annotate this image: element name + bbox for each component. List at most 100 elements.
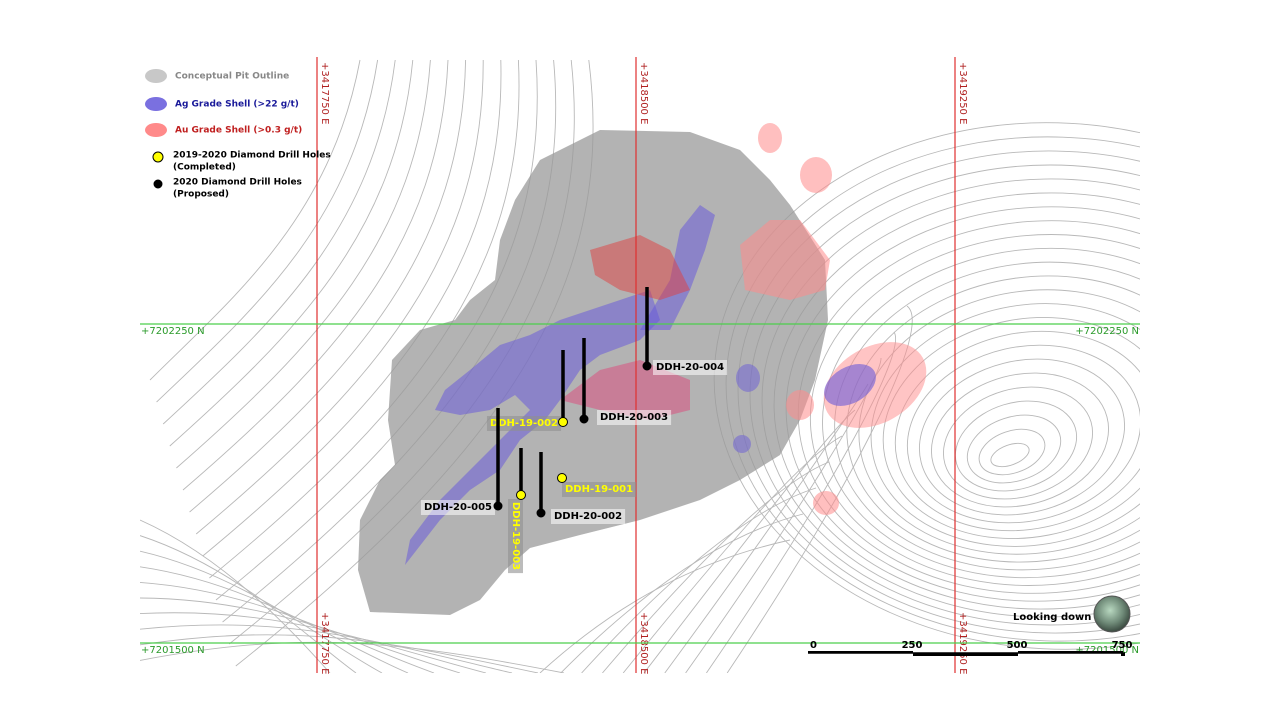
- legend-label: Conceptual Pit Outline: [175, 72, 289, 82]
- contour-line: [882, 316, 1140, 540]
- scale-label: 250: [902, 640, 923, 651]
- easting-label: +3417750 E: [319, 62, 330, 124]
- legend-label: Au Grade Shell (>0.3 g/t): [175, 126, 302, 136]
- contour-line: [990, 442, 1030, 468]
- drill-holes: DDH-20-004 DDH-20-003 DDH-19-002 DDH-19-001…: [420, 287, 728, 574]
- contour-line: [622, 435, 843, 673]
- scale-label: 0: [810, 640, 817, 651]
- legend-label: (Proposed): [173, 190, 229, 200]
- contour-line: [182, 59, 449, 491]
- contour-line: [176, 59, 431, 469]
- drill-collar: [579, 414, 589, 424]
- pit-outline: [358, 130, 828, 615]
- au-shell: [813, 491, 839, 515]
- label-background: [486, 416, 562, 431]
- contour-line: [140, 597, 461, 673]
- scale-segment: [808, 651, 913, 653]
- drill-label: DDH-20-003: [600, 412, 668, 423]
- northing-label: +7201500 N: [1075, 645, 1139, 656]
- view-label: Looking down: [1013, 612, 1091, 623]
- legend-swatch: [145, 97, 167, 111]
- contour-line: [140, 634, 539, 673]
- contour-line: [822, 247, 1140, 579]
- contour-line: [195, 59, 484, 535]
- contour-line: [140, 612, 487, 673]
- drill-collar: [642, 361, 652, 371]
- contour-line: [726, 305, 913, 673]
- contour-line: [906, 344, 1140, 524]
- au-shell: [786, 390, 814, 420]
- ag-shell: [736, 364, 760, 392]
- contour-line: [140, 581, 435, 673]
- pit-shape: [358, 130, 828, 615]
- contour-line: [942, 386, 1094, 500]
- label-background: [420, 500, 496, 515]
- drill-collar: [558, 417, 568, 427]
- contour-line: [809, 234, 1140, 586]
- label-background: [562, 482, 637, 497]
- contour-line: [140, 624, 513, 673]
- contour-line: [149, 59, 361, 381]
- northing-label: +7201500 N: [141, 645, 205, 656]
- contour-line: [931, 372, 1109, 508]
- drill-label: DDH-19-003: [510, 502, 521, 570]
- label-background: [653, 360, 728, 375]
- contour-line: [834, 261, 1140, 571]
- drill-collar: [516, 490, 526, 500]
- label-background: [508, 499, 523, 574]
- scale-label: 750: [1112, 640, 1133, 651]
- legend-swatch: [145, 123, 167, 137]
- drill-label: DDH-20-005: [424, 502, 492, 513]
- contour-line: [954, 400, 1078, 492]
- ag-shell: [733, 435, 751, 453]
- contour-line: [140, 566, 409, 673]
- easting-label: +3418500 E: [638, 62, 649, 124]
- legend-swatch: [145, 69, 167, 83]
- contour-line: [846, 275, 1140, 563]
- contour-line: [202, 59, 502, 557]
- northing-label: +7202250 N: [141, 326, 205, 337]
- drill-label: DDH-20-004: [656, 362, 724, 373]
- legend-swatch: [152, 151, 164, 163]
- easting-label: +3419250 E: [957, 62, 968, 124]
- coordinate-grid: +3417750 E+3417750 E+3418500 E+3418500 E…: [140, 57, 1140, 674]
- legend: Conceptual Pit Outline Ag Grade Shell (>2…: [145, 69, 331, 200]
- contour-line: [918, 358, 1126, 516]
- contour-line: [539, 539, 791, 673]
- au-shell: [590, 235, 690, 300]
- contour-line: [737, 150, 1140, 634]
- contour-line: [978, 428, 1046, 476]
- drill-collar: [557, 473, 567, 483]
- legend-label: Ag Grade Shell (>22 g/t): [175, 100, 299, 110]
- contour-line: [858, 289, 1140, 555]
- view-indicator: Looking down: [1013, 595, 1131, 633]
- contour-line: [189, 59, 467, 513]
- legend-swatch: [153, 179, 163, 189]
- northing-label: +7202250 N: [1075, 326, 1139, 337]
- scale-segment: [1121, 653, 1125, 656]
- ag-shell: [824, 364, 876, 406]
- scale-segment: [1018, 651, 1123, 653]
- contour-line: [966, 414, 1062, 484]
- drill-label: DDH-20-002: [554, 511, 622, 522]
- contour-line: [169, 59, 414, 447]
- scale-bar: 0 250 500 750: [808, 640, 1132, 656]
- contour-line: [162, 59, 396, 425]
- au-shell: [740, 220, 830, 300]
- legend-label: (Completed): [173, 163, 236, 173]
- contour-line: [894, 330, 1140, 532]
- au-shell: [758, 123, 782, 153]
- contour-line: [140, 535, 357, 673]
- drill-label: DDH-19-001: [565, 484, 633, 495]
- legend-label: 2020 Diamond Drill Holes: [173, 178, 302, 188]
- contour-line: [870, 303, 1140, 547]
- au-shell: [823, 342, 927, 428]
- drill-label: DDH-19-002: [490, 418, 558, 429]
- drill-collar: [536, 508, 546, 518]
- contour-line: [797, 220, 1140, 594]
- scale-segment: [913, 653, 1018, 656]
- legend-label: 2019-2020 Diamond Drill Holes: [173, 151, 331, 161]
- compass: [1093, 595, 1131, 633]
